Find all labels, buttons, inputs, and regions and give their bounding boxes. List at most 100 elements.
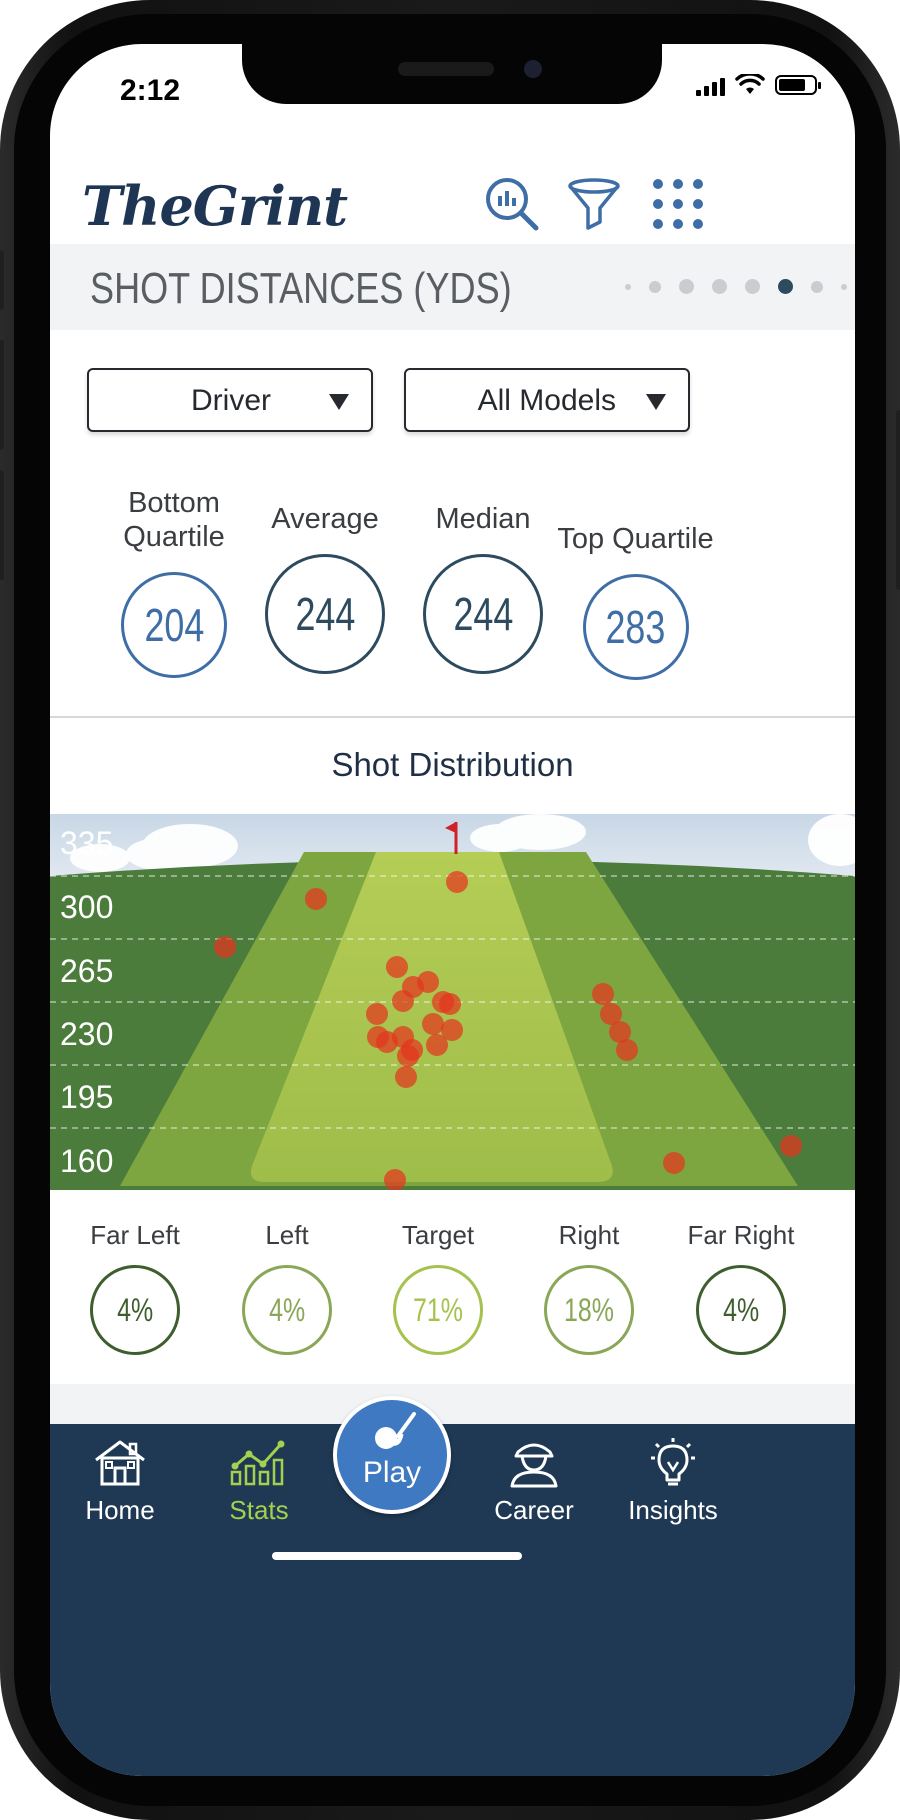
status-time: 2:12 — [120, 74, 181, 107]
stat-circle: 283 — [582, 574, 689, 680]
power-button — [896, 410, 900, 590]
pct-label: Target — [401, 1220, 475, 1250]
app-screen: 2:12 TheGrint — [50, 44, 855, 1776]
shot-dot — [426, 1034, 448, 1056]
shot-dot — [441, 1019, 463, 1041]
stat-value: 283 — [605, 601, 666, 653]
shot-markers — [214, 871, 802, 1190]
chevron-down-icon — [646, 394, 666, 410]
home-icon — [95, 1440, 145, 1486]
nav-label: Stats — [229, 1495, 289, 1525]
golfer-icon — [510, 1443, 558, 1488]
shot-dot — [780, 1135, 802, 1157]
page-dots[interactable] — [625, 279, 847, 294]
shot-dot — [439, 993, 461, 1015]
shot-dot — [663, 1152, 685, 1174]
stat-circle: 244 — [265, 554, 385, 674]
shot-distribution-field: 335 300 265 230 195 160 — [50, 814, 855, 1190]
search-stats-icon[interactable] — [482, 174, 542, 234]
play-label: Play — [362, 1456, 422, 1489]
pct-label: Far Left — [90, 1220, 180, 1250]
stat-median: Median 244 — [403, 484, 563, 674]
shot-dot — [214, 936, 236, 958]
gridlines — [50, 875, 855, 1129]
pct-label: Right — [558, 1220, 620, 1250]
page-dot[interactable] — [745, 279, 760, 294]
pct-right: Right 18% — [514, 1220, 664, 1355]
volume-down-button — [0, 470, 4, 580]
page-dot[interactable] — [841, 283, 847, 290]
app-header: TheGrint — [50, 134, 855, 244]
page-dot[interactable] — [625, 283, 631, 290]
wifi-icon — [735, 74, 765, 94]
shot-dot — [446, 871, 468, 893]
lightbulb-icon — [651, 1438, 695, 1486]
home-indicator[interactable] — [272, 1552, 522, 1560]
shot-dot — [386, 956, 408, 978]
pct-target: Target 71% — [363, 1220, 513, 1355]
play-button[interactable]: Play — [333, 1396, 451, 1514]
shot-dot — [305, 888, 327, 910]
shot-dot — [422, 1013, 444, 1035]
volume-up-button — [0, 340, 4, 450]
pct-value: 4% — [116, 1291, 154, 1328]
pct-value: 71% — [413, 1291, 463, 1328]
filter-icon[interactable] — [564, 174, 624, 234]
pct-left: Left 4% — [212, 1220, 362, 1355]
section-header: SHOT DISTANCES (YDS) — [50, 244, 855, 330]
shot-dot — [397, 1045, 419, 1067]
stat-value: 244 — [295, 588, 355, 640]
y-label: 335 — [60, 825, 113, 861]
shot-dot — [600, 1003, 622, 1025]
pct-far-left: Far Left 4% — [60, 1220, 210, 1355]
shot-dot — [384, 1169, 406, 1190]
stat-label: Median — [435, 503, 531, 535]
stat-label: Bottom Quartile — [123, 487, 225, 553]
shot-dot — [392, 990, 414, 1012]
model-dropdown-value: All Models — [477, 384, 616, 417]
nav-stats[interactable]: Stats — [189, 1436, 329, 1526]
page-dot[interactable] — [712, 279, 727, 294]
front-camera — [524, 60, 542, 78]
model-dropdown[interactable]: All Models — [404, 368, 690, 432]
pct-value: 18% — [564, 1291, 614, 1328]
shot-dot — [376, 1031, 398, 1053]
page-dot[interactable] — [649, 280, 661, 293]
page-dot-active[interactable] — [778, 279, 793, 294]
nav-home[interactable]: Home — [50, 1436, 190, 1526]
club-dropdown[interactable]: Driver — [87, 368, 373, 432]
thegrint-logo: TheGrint — [82, 174, 348, 238]
y-label: 195 — [60, 1079, 113, 1115]
nav-career[interactable]: Career — [464, 1436, 604, 1526]
y-label: 300 — [60, 889, 113, 925]
chevron-down-icon — [329, 394, 349, 410]
golf-club-icon — [375, 1412, 416, 1449]
pct-ring: 4% — [696, 1265, 786, 1355]
shot-dot — [616, 1039, 638, 1061]
nav-label: Career — [494, 1495, 574, 1525]
distribution-title: Shot Distribution — [331, 746, 574, 783]
stat-circle: 244 — [423, 554, 543, 674]
page-dot[interactable] — [811, 280, 823, 293]
shot-dot — [395, 1066, 417, 1088]
pct-ring: 4% — [242, 1265, 332, 1355]
clouds — [70, 814, 855, 872]
pct-label: Left — [265, 1220, 309, 1250]
section-title: SHOT DISTANCES (YDS) — [90, 264, 512, 313]
shot-dot — [592, 983, 614, 1005]
shot-dot — [366, 1003, 388, 1025]
club-dropdown-value: Driver — [191, 384, 271, 417]
bottom-nav: Home Stats Play — [50, 1396, 855, 1776]
grid-menu-icon[interactable] — [648, 174, 708, 234]
flag-icon — [445, 822, 458, 854]
status-icons — [696, 74, 821, 96]
nav-insights[interactable]: Insights — [603, 1436, 743, 1526]
y-label: 160 — [60, 1143, 113, 1179]
stat-value: 204 — [144, 599, 204, 651]
pct-ring: 71% — [393, 1265, 483, 1355]
stat-label: Top Quartile — [557, 523, 714, 555]
page-dot[interactable] — [679, 279, 694, 294]
stat-value: 244 — [453, 588, 513, 640]
shot-dot — [609, 1021, 631, 1043]
divider — [50, 716, 855, 718]
